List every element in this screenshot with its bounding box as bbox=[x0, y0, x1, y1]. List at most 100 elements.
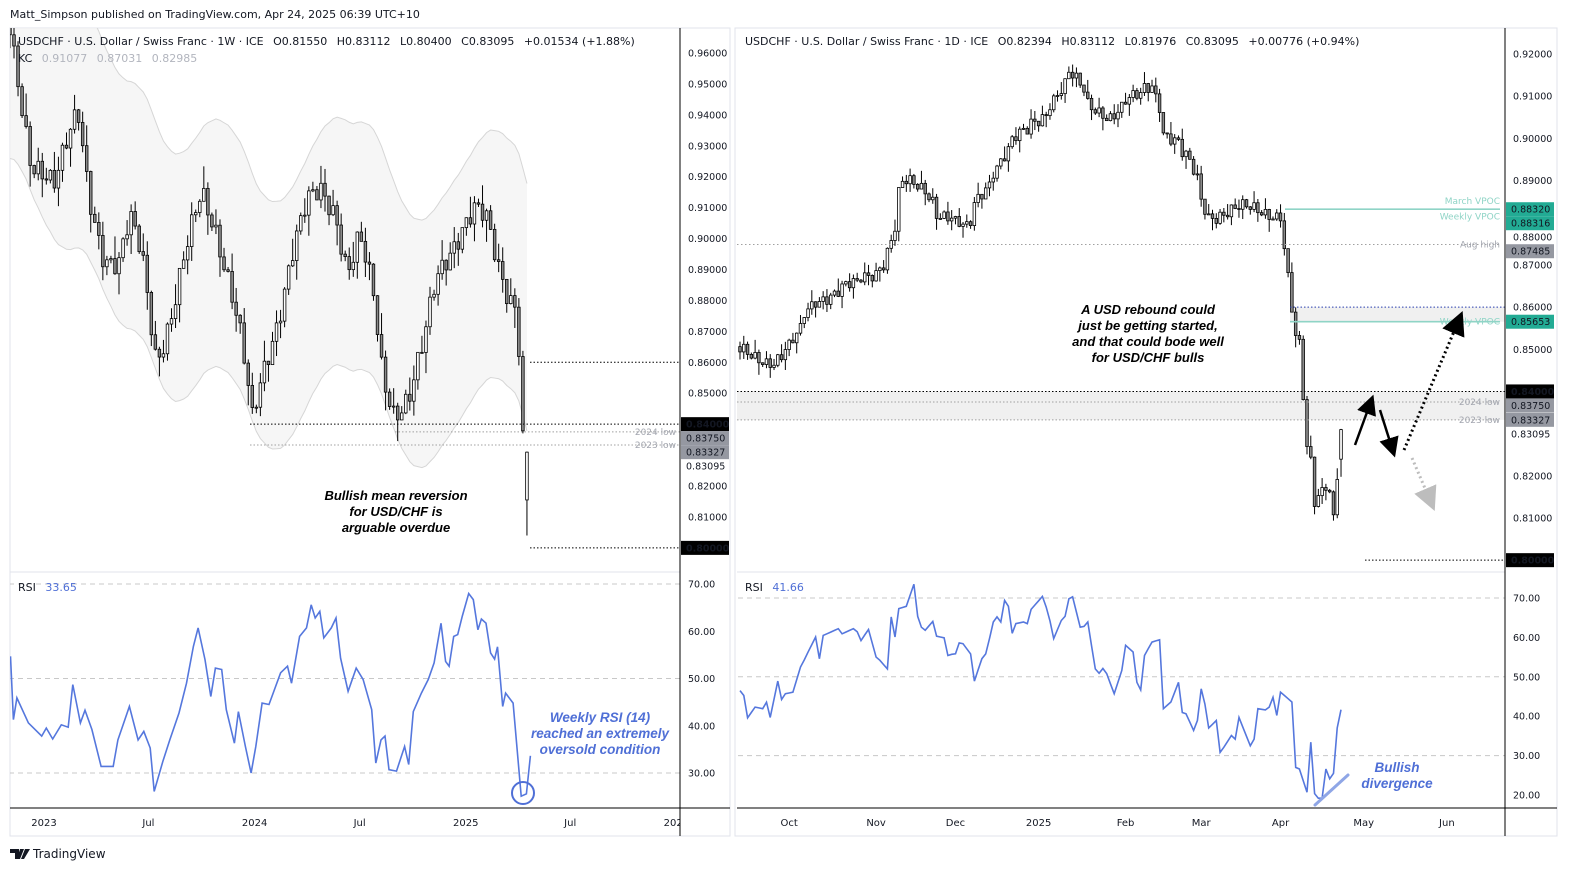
right-rsi-value: 41.66 bbox=[772, 581, 804, 594]
candle-body bbox=[1044, 114, 1048, 117]
candle bbox=[893, 219, 897, 246]
candle-body bbox=[323, 182, 327, 197]
rsi-line bbox=[10, 591, 532, 798]
candle-body bbox=[1154, 85, 1158, 95]
daily-chart[interactable]: March VPOC Weekly VPOC Aug high Weekly VPOC… bbox=[0, 50, 1571, 830]
candle bbox=[772, 358, 776, 371]
candle-body bbox=[821, 296, 825, 302]
level-label: Aug high bbox=[1460, 240, 1500, 250]
weekly-time-axis[interactable]: 2023 Jul 2024 Jul 2025 Jul 2026 bbox=[31, 818, 689, 829]
daily-rsi-pane[interactable] bbox=[0, 583, 1571, 800]
rsi-axis-label: 50.00 bbox=[688, 674, 715, 685]
rsi-axis-label: 60.00 bbox=[688, 627, 715, 638]
candle bbox=[1331, 490, 1336, 521]
right-change: +0.00776 (+0.94%) bbox=[1248, 35, 1359, 48]
candle-body bbox=[802, 317, 806, 324]
candle bbox=[258, 373, 263, 417]
candle bbox=[125, 220, 129, 246]
candle bbox=[424, 320, 428, 374]
price-axis-label: 0.89000 bbox=[688, 265, 727, 276]
candle bbox=[266, 360, 271, 382]
candle bbox=[1112, 104, 1116, 125]
candle-body bbox=[1135, 90, 1139, 99]
right-open: O0.82394 bbox=[998, 35, 1052, 48]
price-badge-label: 0.84000 bbox=[1511, 387, 1555, 398]
candle-body bbox=[52, 169, 57, 189]
candle bbox=[787, 338, 791, 357]
candle bbox=[202, 166, 206, 202]
candle-body bbox=[1036, 120, 1041, 127]
candle-body bbox=[157, 348, 162, 358]
candle bbox=[412, 365, 416, 416]
candle-body bbox=[367, 261, 372, 265]
candle-body bbox=[772, 364, 776, 368]
candle bbox=[957, 208, 961, 228]
time-axis-label: Jul bbox=[353, 818, 366, 829]
candle bbox=[855, 272, 859, 283]
left-annotation: Bullish mean reversion for USD/CHF is ar… bbox=[324, 488, 467, 535]
candle-body bbox=[1309, 446, 1313, 458]
weekly-chart[interactable]: 2024 low 2023 low 70.00 60.00 50.00 40.00 30.0… bbox=[0, 0, 1571, 829]
candle-body bbox=[1018, 128, 1022, 142]
candle bbox=[464, 217, 469, 236]
candle-body bbox=[432, 293, 436, 298]
candle-body bbox=[919, 182, 924, 190]
candle bbox=[1339, 428, 1343, 477]
publisher-caption: Matt_Simpson published on TradingView.co… bbox=[10, 8, 420, 21]
candle-body bbox=[80, 122, 85, 147]
candle-body bbox=[1067, 71, 1071, 80]
candle-body bbox=[347, 256, 351, 271]
time-axis-label: Jul bbox=[141, 818, 154, 829]
candle-body bbox=[1320, 487, 1324, 497]
candle bbox=[832, 289, 837, 298]
candle bbox=[1123, 92, 1128, 105]
candle-body bbox=[1301, 338, 1305, 400]
candle bbox=[1244, 198, 1249, 209]
candle bbox=[379, 313, 384, 360]
tradingview-logo[interactable]: TradingView bbox=[10, 847, 106, 861]
candle-body bbox=[847, 281, 852, 289]
candle bbox=[1229, 204, 1234, 226]
candle bbox=[847, 273, 852, 292]
daily-price-plot[interactable] bbox=[737, 64, 1505, 521]
candle-body bbox=[1241, 199, 1245, 210]
candle bbox=[295, 224, 299, 280]
annotation-line: Bullish mean reversion bbox=[324, 488, 467, 503]
candle bbox=[1267, 208, 1271, 232]
candle bbox=[1324, 483, 1328, 501]
candle bbox=[1131, 84, 1135, 103]
candle-body bbox=[408, 393, 412, 402]
candle bbox=[1188, 147, 1192, 160]
candle bbox=[501, 247, 505, 293]
candle-body bbox=[1259, 212, 1264, 216]
candle-body bbox=[230, 270, 234, 303]
level-label: March VPOC bbox=[1445, 197, 1500, 207]
candle-body bbox=[912, 175, 916, 185]
candle-body bbox=[976, 193, 980, 203]
candle bbox=[286, 264, 291, 295]
candle-body bbox=[97, 222, 101, 236]
candle bbox=[768, 354, 772, 378]
price-badge-label: 0.83327 bbox=[686, 448, 725, 459]
candle-body bbox=[908, 175, 912, 185]
candle-body bbox=[299, 215, 303, 232]
candle-body bbox=[1082, 84, 1086, 93]
candle bbox=[416, 351, 420, 390]
weekly-price-plot[interactable] bbox=[9, 0, 529, 536]
price-axis-label: 0.92000 bbox=[1513, 50, 1552, 61]
candle bbox=[987, 174, 992, 197]
candle bbox=[234, 287, 238, 332]
candle bbox=[468, 196, 473, 228]
price-badge bbox=[1506, 202, 1554, 217]
weekly-rsi-pane[interactable] bbox=[0, 583, 1571, 798]
candle bbox=[900, 176, 905, 188]
candle bbox=[484, 208, 489, 242]
rsi-axis-label: 60.00 bbox=[1513, 633, 1540, 644]
annotation-line: for USD/CHF is bbox=[349, 504, 442, 519]
candle-body bbox=[12, 34, 16, 47]
candle-body bbox=[400, 412, 404, 421]
candle-body bbox=[1188, 150, 1192, 160]
candle bbox=[270, 331, 275, 366]
candle-body bbox=[957, 216, 961, 227]
candle-body bbox=[900, 180, 905, 188]
